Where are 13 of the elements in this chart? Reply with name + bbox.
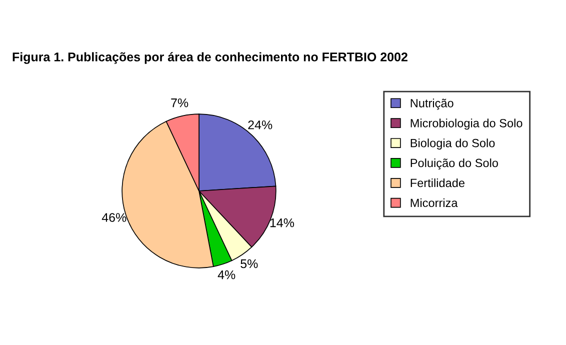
- legend-label: Nutrição: [410, 98, 454, 110]
- legend-label: Poluição do Solo: [410, 158, 498, 170]
- legend-label: Fertilidade: [410, 178, 464, 188]
- legend-label: Microbiologia do Solo: [410, 118, 522, 130]
- data-label: 5%: [240, 259, 258, 268]
- data-label: 24%: [248, 120, 272, 130]
- legend-label: Biologia do Solo: [410, 138, 495, 150]
- data-label: 46%: [102, 213, 126, 222]
- legend-label: Micorriza: [410, 198, 458, 208]
- data-label: 7%: [171, 98, 188, 108]
- data-label: 14%: [270, 218, 294, 228]
- data-label: 4%: [218, 270, 236, 280]
- chart-title: Figura 1. Publicações por área de conhecimento no FERTBIO 2002: [12, 52, 408, 64]
